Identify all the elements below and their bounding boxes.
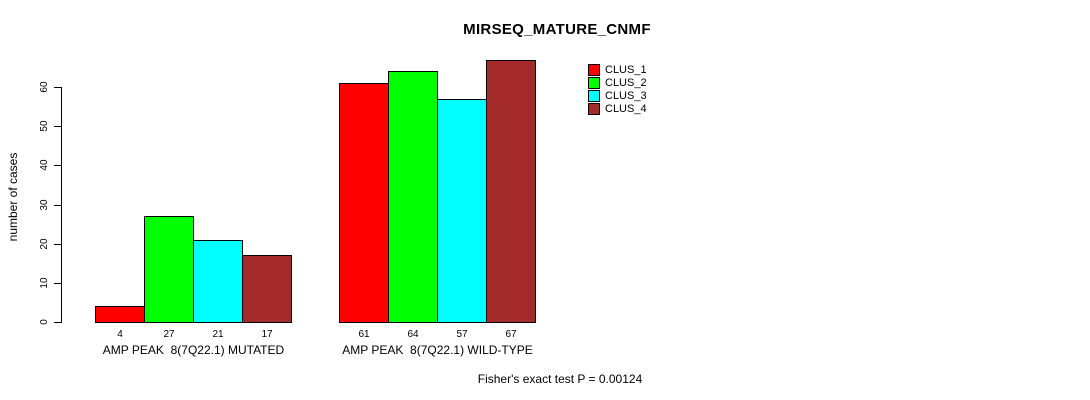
bar-clus_2-group2 <box>388 71 438 323</box>
bar-value-label: 64 <box>407 329 419 340</box>
bar-clus_4-group2 <box>486 60 536 323</box>
bar-clus_1-group2 <box>339 83 389 323</box>
chart-title: MIRSEQ_MATURE_CNMF <box>463 21 651 38</box>
y-axis-tick <box>54 205 62 206</box>
y-axis-tick-label: 10 <box>39 277 50 289</box>
y-axis-tick <box>54 87 62 88</box>
bar-clus_3-group1 <box>193 240 243 323</box>
legend-swatch-clus_2 <box>588 77 600 89</box>
bar-value-label: 17 <box>261 329 273 340</box>
y-axis-tick-label: 20 <box>39 238 50 250</box>
bar-value-label: 21 <box>212 329 224 340</box>
bar-clus_3-group2 <box>437 99 487 323</box>
y-axis-tick-label: 0 <box>39 319 50 325</box>
fisher-test-annotation: Fisher's exact test P = 0.00124 <box>477 372 643 386</box>
y-axis-tick <box>54 165 62 166</box>
category-label: AMP PEAK 8(7Q22.1) MUTATED <box>102 343 285 357</box>
legend-label-clus_1: CLUS_1 <box>605 64 647 76</box>
bar-value-label: 27 <box>163 329 175 340</box>
y-axis-tick-label: 40 <box>39 159 50 171</box>
y-axis-tick <box>54 244 62 245</box>
y-axis-tick <box>54 126 62 127</box>
bar-clus_4-group1 <box>242 255 292 323</box>
bar-value-label: 61 <box>358 329 370 340</box>
legend-label-clus_4: CLUS_4 <box>605 103 647 115</box>
y-axis-tick <box>54 283 62 284</box>
legend-label-clus_3: CLUS_3 <box>605 90 647 102</box>
legend-swatch-clus_3 <box>588 90 600 102</box>
bar-value-label: 4 <box>117 329 123 340</box>
bar-clus_2-group1 <box>144 216 194 323</box>
bar-value-label: 57 <box>456 329 468 340</box>
y-axis-tick-label: 50 <box>39 120 50 132</box>
bar-clus_1-group1 <box>95 306 145 323</box>
category-label: AMP PEAK 8(7Q22.1) WILD-TYPE <box>342 343 533 357</box>
y-axis-tick <box>54 322 62 323</box>
legend-label-clus_2: CLUS_2 <box>605 77 647 89</box>
legend-swatch-clus_4 <box>588 103 600 115</box>
y-axis-tick-label: 60 <box>39 81 50 93</box>
bar-value-label: 67 <box>505 329 517 340</box>
y-axis-tick-label: 30 <box>39 199 50 211</box>
legend-swatch-clus_1 <box>588 64 600 76</box>
